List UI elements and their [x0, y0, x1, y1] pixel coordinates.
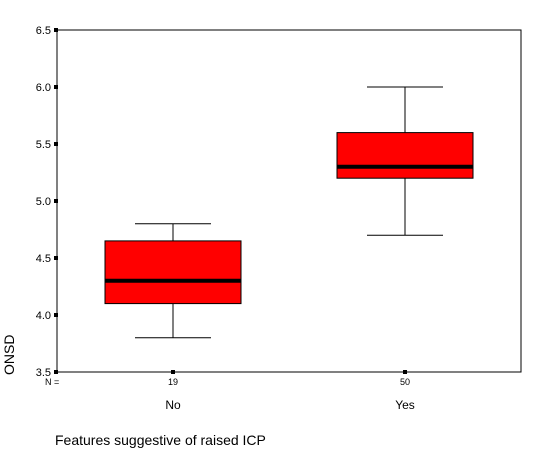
n-count: 19	[168, 377, 178, 387]
y-tick-label: 4.0	[36, 310, 51, 322]
y-tick-label: 5.5	[36, 139, 51, 151]
y-tick-mark	[54, 28, 58, 32]
y-tick-mark	[54, 313, 58, 317]
x-category-label: Yes	[395, 398, 415, 412]
y-tick-label: 4.5	[36, 253, 51, 265]
y-tick-label: 3.5	[36, 367, 51, 379]
box-no	[104, 223, 242, 339]
iqr-box	[336, 132, 474, 179]
y-tick-label: 6.0	[36, 82, 51, 94]
n-label: N =	[45, 377, 59, 387]
iqr-box	[104, 240, 242, 305]
x-tick-mark	[403, 370, 407, 374]
box-yes	[336, 86, 474, 236]
y-tick-mark	[54, 199, 58, 203]
x-tick-mark	[171, 370, 175, 374]
y-axis-ticks: 3.5 4.0 4.5 5.0 5.5 6.0 6.5	[36, 25, 58, 379]
y-tick-mark	[54, 370, 58, 374]
y-tick-label: 6.5	[36, 25, 51, 37]
y-tick-mark	[54, 142, 58, 146]
x-axis-labels: 19 No 50 Yes	[165, 370, 415, 412]
x-category-label: No	[165, 398, 181, 412]
y-tick-label: 5.0	[36, 196, 51, 208]
x-axis-title: Features suggestive of raised ICP	[55, 432, 266, 448]
n-count: 50	[400, 377, 410, 387]
plot-frame	[56, 29, 522, 373]
y-tick-mark	[54, 256, 58, 260]
y-tick-mark	[54, 85, 58, 89]
boxes-group	[104, 86, 474, 339]
y-axis-title: ONSD	[1, 335, 17, 375]
